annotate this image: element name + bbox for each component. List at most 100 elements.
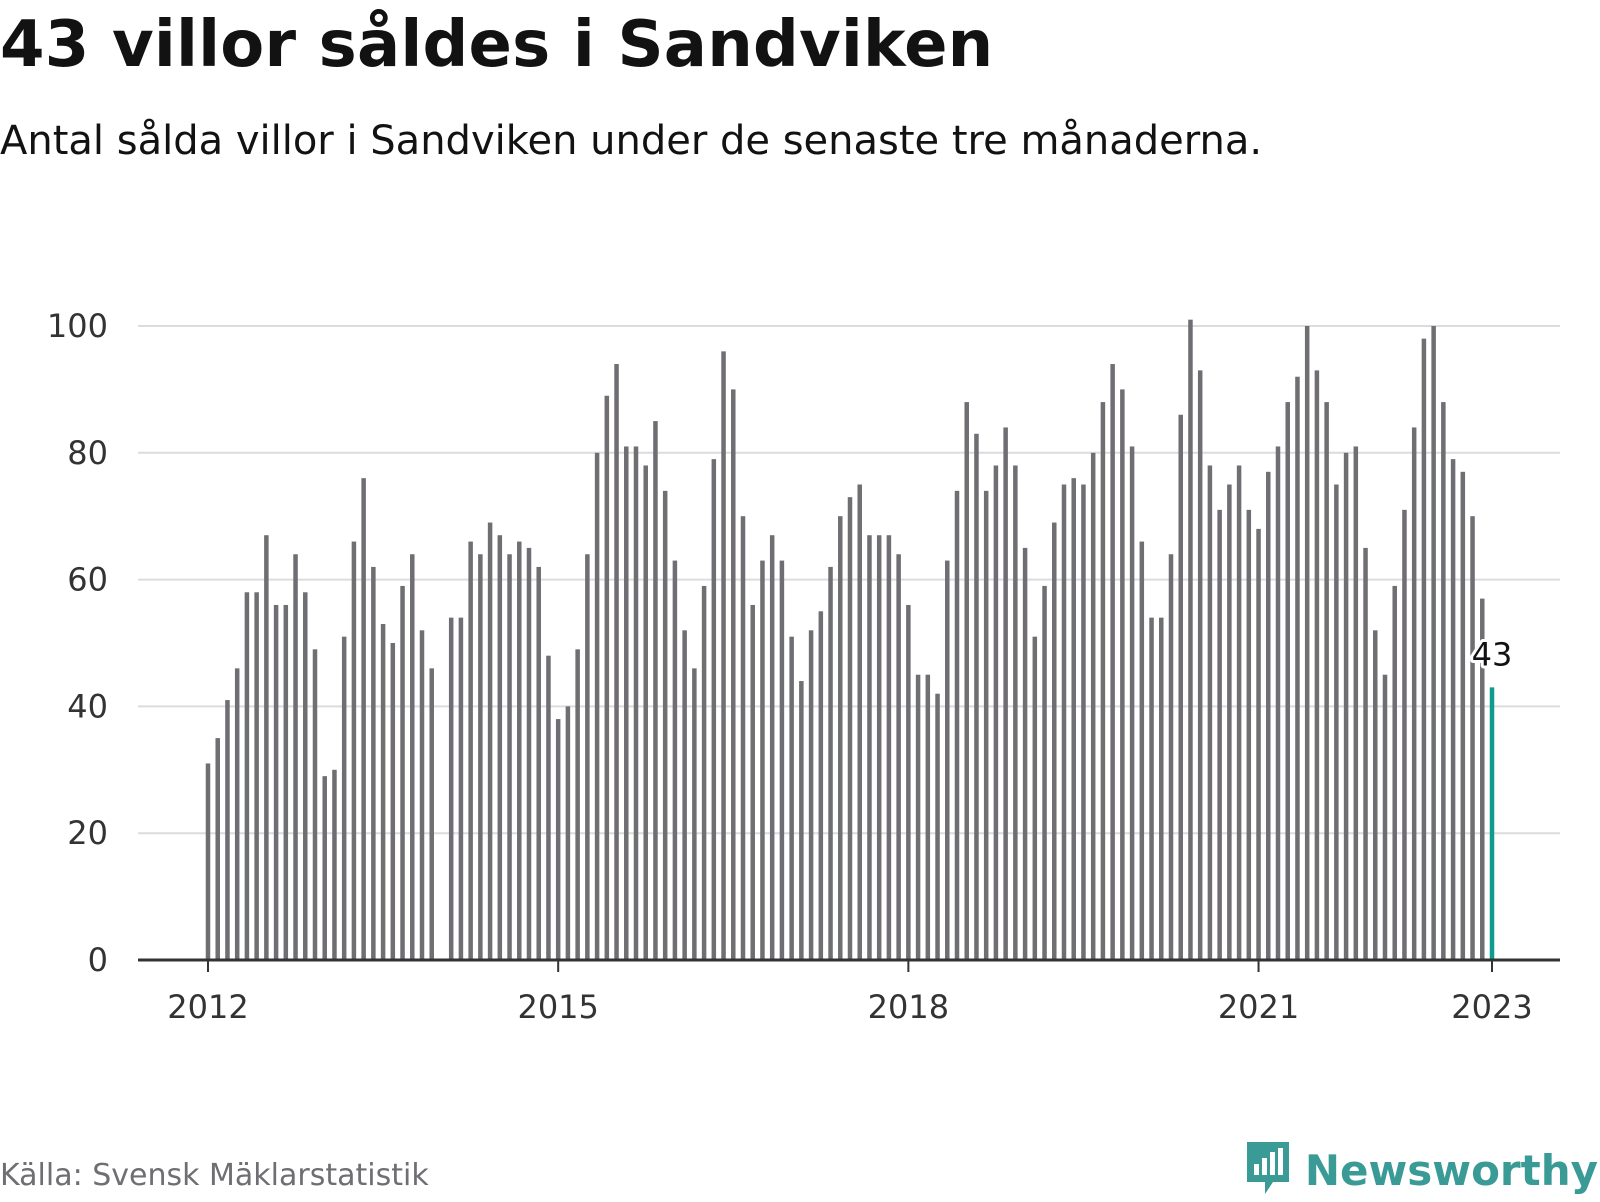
- bar-2013-01: [322, 776, 327, 960]
- bar-2019-08: [1090, 452, 1096, 960]
- bar-2017-11: [886, 535, 892, 960]
- bar-2012-09: [283, 604, 289, 960]
- bar-2020-03: [1159, 617, 1164, 960]
- x-tick-label-2023: 2023: [1451, 988, 1532, 1026]
- bar-2020-08: [1207, 465, 1213, 960]
- bar-2021-12: [1363, 547, 1368, 960]
- bar-2016-03: [692, 668, 697, 960]
- bar-2018-04: [935, 693, 940, 960]
- bar-2018-02: [915, 674, 921, 960]
- bar-2015-12: [662, 490, 668, 960]
- bar-2014-04: [468, 541, 473, 960]
- chart-title: 43 villor såldes i Sandviken: [0, 8, 994, 82]
- chart-subtitle: Antal sålda villor i Sandviken under de …: [0, 118, 1263, 164]
- bar-2013-02: [332, 769, 337, 960]
- bar-2013-10: [410, 554, 415, 960]
- y-tick-label-60: 60: [67, 561, 108, 599]
- bar-2014-11: [536, 566, 541, 960]
- bar-2016-02: [682, 630, 687, 960]
- bar-2015-02: [565, 706, 571, 960]
- bar-2012-07: [264, 535, 269, 960]
- bar-2017-02: [799, 681, 804, 960]
- bar-2022-07: [1431, 326, 1436, 960]
- bar-2014-09: [517, 541, 522, 960]
- bar-2016-09: [750, 604, 755, 960]
- bar-2014-03: [458, 617, 464, 960]
- bar-2013-03: [341, 636, 347, 960]
- bar-2020-06: [1188, 319, 1193, 960]
- bar-2013-04: [351, 541, 357, 960]
- bar-2019-09: [1100, 402, 1106, 961]
- bar-2022-10: [1460, 471, 1466, 960]
- bar-2018-03: [925, 674, 931, 960]
- bar-2017-03: [808, 630, 814, 960]
- bar-2013-06: [371, 566, 376, 960]
- bar-2021-01: [1256, 528, 1261, 960]
- bar-2012-02: [215, 738, 220, 960]
- bar-2021-04: [1285, 402, 1290, 961]
- bar-2014-05: [478, 554, 483, 960]
- bar-2014-08: [507, 554, 512, 960]
- bar-2012-08: [273, 604, 279, 960]
- bar-2021-10: [1343, 452, 1349, 960]
- bar-2017-05: [828, 566, 833, 960]
- bar-2013-09: [400, 585, 405, 960]
- x-tick-label-2021: 2021: [1218, 988, 1299, 1026]
- bar-2016-12: [779, 560, 785, 960]
- bar-2019-12: [1129, 446, 1135, 961]
- bar-2014-10: [526, 547, 532, 960]
- bar-2022-08: [1441, 402, 1446, 961]
- bar-2016-08: [740, 516, 746, 960]
- x-tick-label-2018: 2018: [868, 988, 949, 1026]
- bar-2013-07: [380, 623, 386, 960]
- bar-2020-12: [1246, 509, 1252, 960]
- bar-2020-05: [1178, 414, 1183, 960]
- bar-2020-04: [1168, 554, 1174, 960]
- bar-2016-07: [731, 389, 736, 960]
- bar-2016-06: [721, 351, 726, 960]
- bar-2016-11: [769, 535, 775, 960]
- bar-2012-12: [312, 649, 318, 960]
- bar-2020-10: [1227, 484, 1232, 960]
- brand-logo[interactable]: Newsworthy: [1243, 1138, 1598, 1202]
- bar-2015-10: [643, 465, 648, 960]
- bar-2013-05: [361, 478, 366, 960]
- bar-2014-12: [546, 655, 551, 960]
- bar-2022-05: [1411, 427, 1417, 960]
- bar-2017-07: [847, 497, 853, 960]
- bar-2019-04: [1052, 522, 1057, 960]
- bar-2021-05: [1295, 376, 1300, 961]
- bar-2017-10: [876, 535, 882, 960]
- y-tick-label-100: 100: [47, 307, 108, 345]
- bar-2019-03: [1042, 585, 1047, 960]
- bar-2021-11: [1353, 446, 1359, 961]
- y-tick-label-0: 0: [88, 941, 108, 979]
- bar-2020-09: [1217, 509, 1222, 960]
- brand-name: Newsworthy: [1304, 1145, 1598, 1195]
- bar-2015-11: [653, 421, 658, 961]
- bar-2021-07: [1314, 370, 1320, 960]
- source-note: Källa: Svensk Mäklarstatistik: [0, 1158, 429, 1193]
- bar-2015-09: [633, 446, 639, 961]
- bar-2020-01: [1139, 541, 1145, 960]
- bar-2016-05: [711, 459, 717, 960]
- bar-2018-10: [993, 465, 999, 960]
- bar-2014-06: [487, 522, 493, 960]
- bar-2018-07: [964, 402, 969, 961]
- bar-2018-06: [954, 490, 960, 960]
- bar-2020-02: [1149, 617, 1154, 960]
- bar-2022-02: [1382, 674, 1388, 960]
- bar-2019-05: [1061, 484, 1067, 960]
- bar-2012-05: [244, 592, 250, 960]
- bar-2012-11: [303, 592, 308, 960]
- x-tick-label-2015: 2015: [517, 988, 598, 1026]
- bar-2017-04: [818, 611, 824, 960]
- bar-2017-08: [857, 484, 862, 960]
- bar-2016-01: [672, 560, 678, 960]
- bar-2019-07: [1081, 484, 1086, 960]
- bar-2018-01: [906, 604, 911, 960]
- bar-2022-11: [1470, 516, 1475, 960]
- bar-series: [205, 319, 1495, 961]
- bar-2022-04: [1402, 509, 1407, 960]
- bar-2019-06: [1071, 478, 1076, 960]
